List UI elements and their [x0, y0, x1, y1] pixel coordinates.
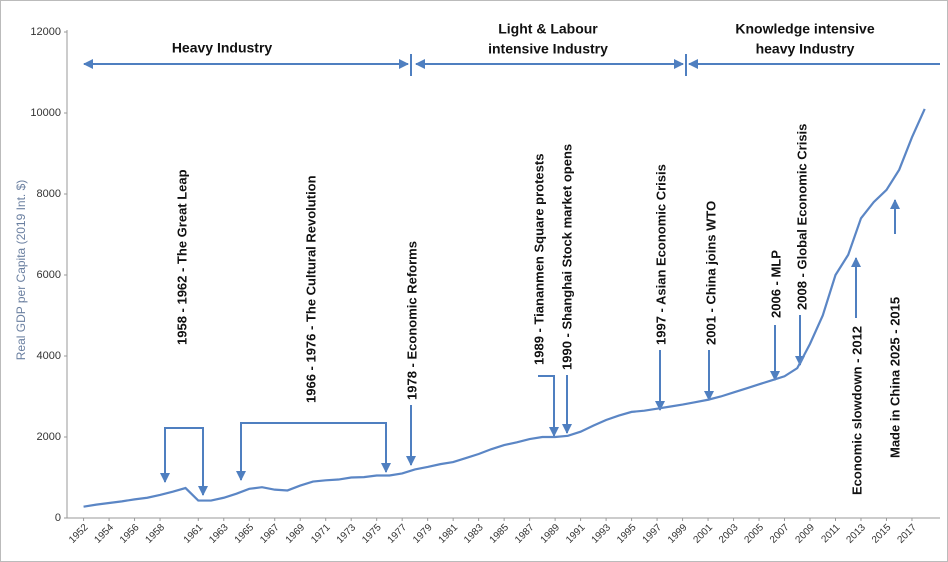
event-label: 1990 - Shanghai Stock market opens — [559, 144, 574, 370]
event-label: 1958 - 1962 - The Great Leap — [174, 169, 189, 345]
x-tick-label: 2015 — [870, 522, 894, 546]
x-tick-label: 1983 — [462, 522, 486, 546]
x-tick-label: 1987 — [513, 522, 537, 546]
event-label: 2006 - MLP — [768, 250, 783, 318]
event-arrows — [160, 199, 900, 496]
x-tick-label: 2005 — [743, 522, 767, 546]
event-label: 1997 - Asian Economic Crisis — [653, 164, 668, 345]
event-label: 1989 - Tiananmen Square protests — [531, 154, 546, 365]
x-tick-label: 2001 — [692, 522, 716, 546]
x-tick-label: 1965 — [233, 522, 257, 546]
y-tick-label: 6000 — [37, 269, 61, 281]
x-tick-label: 1952 — [67, 522, 91, 546]
region-label: intensive Industry — [488, 41, 608, 57]
x-tick-label: 1956 — [118, 522, 142, 546]
x-tick-label: 2003 — [717, 522, 741, 546]
x-tick-label: 1985 — [488, 522, 512, 546]
y-tick-label: 8000 — [37, 188, 61, 200]
event-label: Economic slowdown - 2012 — [849, 326, 864, 495]
x-tick-label: 2017 — [895, 522, 919, 546]
x-tick-label: 1979 — [411, 522, 435, 546]
x-tick-label: 1981 — [437, 522, 461, 546]
y-tick-label: 4000 — [37, 350, 61, 362]
x-tick-label: 2009 — [793, 522, 817, 546]
x-tick-label: 1969 — [284, 522, 308, 546]
x-tick-label: 1967 — [258, 522, 282, 546]
event-label: 1978 - Economic Reforms — [404, 241, 419, 400]
y-tick-label: 2000 — [37, 431, 61, 443]
x-tick-label: 1963 — [207, 522, 231, 546]
region-label: Light & Labour — [498, 21, 598, 37]
x-tick-label: 2007 — [768, 522, 792, 546]
x-tick-label: 1961 — [182, 522, 206, 546]
region-label: heavy Industry — [756, 41, 855, 57]
x-tick-label: 1989 — [539, 522, 563, 546]
y-tick-label: 12000 — [30, 26, 61, 38]
y-tick-label: 10000 — [30, 107, 61, 119]
event-label: 2008 - Global Economic Crisis — [794, 124, 809, 310]
x-tick-label: 1999 — [666, 522, 690, 546]
x-tick-label: 2013 — [844, 522, 868, 546]
x-tick-label: 1958 — [144, 522, 168, 546]
x-tick-label: 1997 — [641, 522, 665, 546]
event-label: Made in China 2025 - 2015 — [887, 297, 902, 458]
x-tick-label: 1954 — [93, 522, 117, 546]
x-tick-label: 1993 — [590, 522, 614, 546]
region-arrows — [83, 54, 940, 76]
x-tick-label: 1973 — [335, 522, 359, 546]
x-tick-label: 1977 — [386, 522, 410, 546]
event-label: 2001 - China joins WTO — [703, 201, 718, 345]
data-line — [83, 108, 926, 508]
x-tick-label: 1995 — [615, 522, 639, 546]
region-label: Heavy Industry — [172, 40, 273, 56]
x-tick-label: 1975 — [360, 522, 384, 546]
y-tick-label: 0 — [55, 512, 61, 524]
x-tick-label: 1971 — [309, 522, 333, 546]
x-tick-label: 1991 — [564, 522, 588, 546]
region-label: Knowledge intensive — [735, 21, 874, 37]
event-label: 1966 - 1976 - The Cultural Revolution — [303, 175, 318, 403]
x-tick-label: 2011 — [819, 522, 842, 545]
y-axis-label: Real GDP per Capita (2019 Int. $) — [14, 180, 28, 361]
